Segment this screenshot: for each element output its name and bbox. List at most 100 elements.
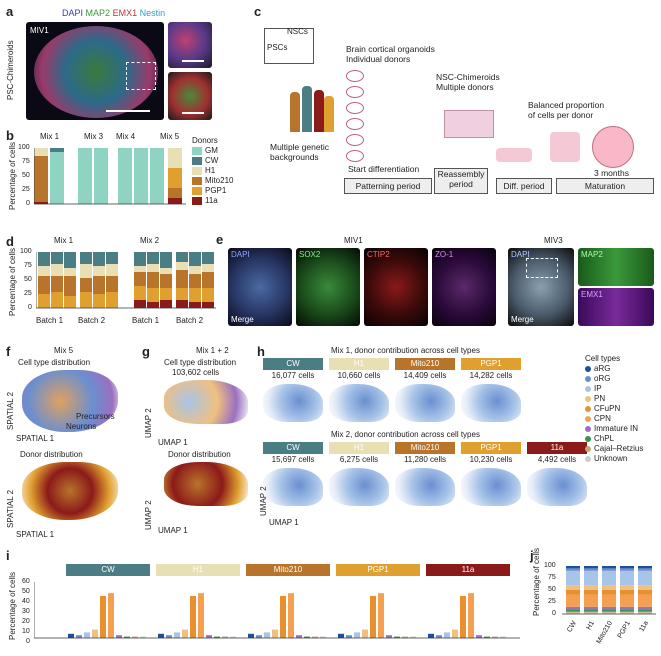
bar	[484, 636, 490, 638]
nsc-chimeroids-label: NSC-Chimeroids	[436, 72, 500, 82]
bar	[428, 633, 434, 638]
bar	[190, 596, 196, 638]
legend-label: CFuPN	[594, 404, 621, 413]
micro-ctip2: CTIP2	[364, 248, 428, 326]
bar-seg	[176, 300, 188, 308]
bar-seg	[147, 272, 159, 288]
bar-seg	[50, 148, 64, 152]
neurons-label: Neurons	[66, 422, 97, 431]
panel-a-ylabel: PSC-Chimeroids	[6, 40, 15, 100]
bar	[230, 636, 236, 638]
batch-label: Batch 1	[132, 316, 160, 325]
legend-item: aRG	[585, 364, 643, 374]
balanced-label: Balanced proportion	[528, 100, 605, 110]
donor-header-row: CW H1 Mito210 PGP1 11a	[66, 564, 516, 578]
legend-item: H1	[192, 166, 233, 176]
bar-seg	[620, 611, 634, 613]
diff-period-box: Diff. period	[496, 178, 552, 194]
bar-seg	[602, 590, 616, 595]
bar-seg	[106, 276, 118, 292]
legend-item: CW	[192, 156, 233, 166]
donor-label-box: H1	[329, 442, 389, 454]
bar-seg	[566, 609, 580, 612]
legend-dot	[585, 445, 591, 452]
panel-f: f Mix 5 Cell type distribution Precursor…	[0, 340, 130, 540]
bar-seg	[638, 585, 652, 590]
chimeroid-image: MIV1	[26, 22, 164, 120]
bar	[132, 636, 138, 638]
bar	[222, 636, 228, 638]
mix-label: Mix 3	[84, 132, 104, 141]
bar-seg	[134, 286, 146, 300]
bar	[214, 636, 220, 638]
ytick: 75	[24, 262, 32, 269]
mix-label: MIV1	[30, 26, 49, 35]
panel-letter: i	[6, 548, 10, 563]
legend-title: Donors	[192, 136, 218, 145]
bar	[140, 636, 146, 638]
x-labels: CW H1 Mito210 PGP1 11a	[562, 620, 656, 652]
donor-header: 11a	[426, 564, 510, 576]
bar-seg	[620, 568, 634, 571]
bar	[492, 636, 498, 638]
mix2-title: Mix 2, donor contribution across cell ty…	[331, 430, 480, 439]
panel-g: g Mix 1 + 2 Cell type distribution 103,6…	[130, 340, 255, 540]
of-cells-label: of cells per donor	[528, 110, 594, 120]
umap2-label: UMAP 2	[144, 500, 153, 530]
precursors-label: Precursors	[76, 412, 115, 421]
cell-count: 10,660 cells	[337, 371, 381, 380]
ytick: 0	[26, 200, 30, 207]
bar-seg	[160, 252, 172, 268]
donor-label-box: Mito210	[395, 358, 455, 370]
bar	[158, 633, 164, 638]
legend-item: oRG	[585, 374, 643, 384]
legend-item: GM	[192, 146, 233, 156]
reassembly-box: Reassembly period	[434, 168, 488, 194]
stain-map2: MAP2	[85, 8, 111, 18]
bar	[468, 593, 474, 638]
bar-seg	[638, 566, 652, 569]
bar-seg	[638, 612, 652, 614]
bar-seg	[189, 252, 201, 266]
bar	[264, 632, 270, 638]
bar	[476, 635, 482, 638]
ytick: 20	[22, 618, 30, 625]
ytick: 100	[20, 248, 32, 255]
panel-d: d Mix 1 Mix 2 Percentage of cells 100 75…	[0, 232, 220, 332]
legend-label: CPN	[594, 414, 611, 423]
legend-dot	[585, 435, 591, 442]
bar	[116, 635, 122, 638]
batch-label: Batch 2	[78, 316, 106, 325]
umap-plot	[329, 384, 389, 422]
bar	[166, 635, 172, 638]
bar-seg	[51, 292, 63, 308]
bar	[84, 632, 90, 638]
bar-seg	[93, 252, 105, 266]
bar-seg	[602, 611, 616, 613]
bar	[134, 148, 148, 204]
panel-j-bars	[562, 566, 656, 615]
legend-item: Cajal–Retzius	[585, 444, 643, 454]
bar-seg	[189, 288, 201, 302]
organoids-label: Brain cortical organoids	[346, 44, 435, 54]
cell-count: 14,282 cells	[469, 371, 513, 380]
bar-seg	[602, 612, 616, 614]
cell-count: 4,492 cells	[537, 455, 577, 464]
bar-seg	[176, 262, 188, 270]
bar-seg	[620, 606, 634, 610]
bar-seg	[566, 570, 580, 586]
bar	[206, 635, 212, 638]
bar	[76, 635, 82, 638]
legend-item: 11a	[192, 196, 233, 206]
bar	[354, 632, 360, 638]
panel-letter: d	[6, 234, 14, 249]
bar-seg	[566, 590, 580, 595]
umap-plot	[527, 468, 587, 506]
bar	[272, 629, 278, 638]
mix2-row: CW 15,697 cells H1 6,275 cells Mito210 11,280…	[263, 442, 643, 512]
ytick: 50	[548, 586, 556, 593]
micro-miv3: DAPI Merge	[508, 248, 574, 326]
cell-count: 10,230 cells	[469, 455, 513, 464]
bar	[182, 629, 188, 638]
bar	[118, 148, 132, 204]
